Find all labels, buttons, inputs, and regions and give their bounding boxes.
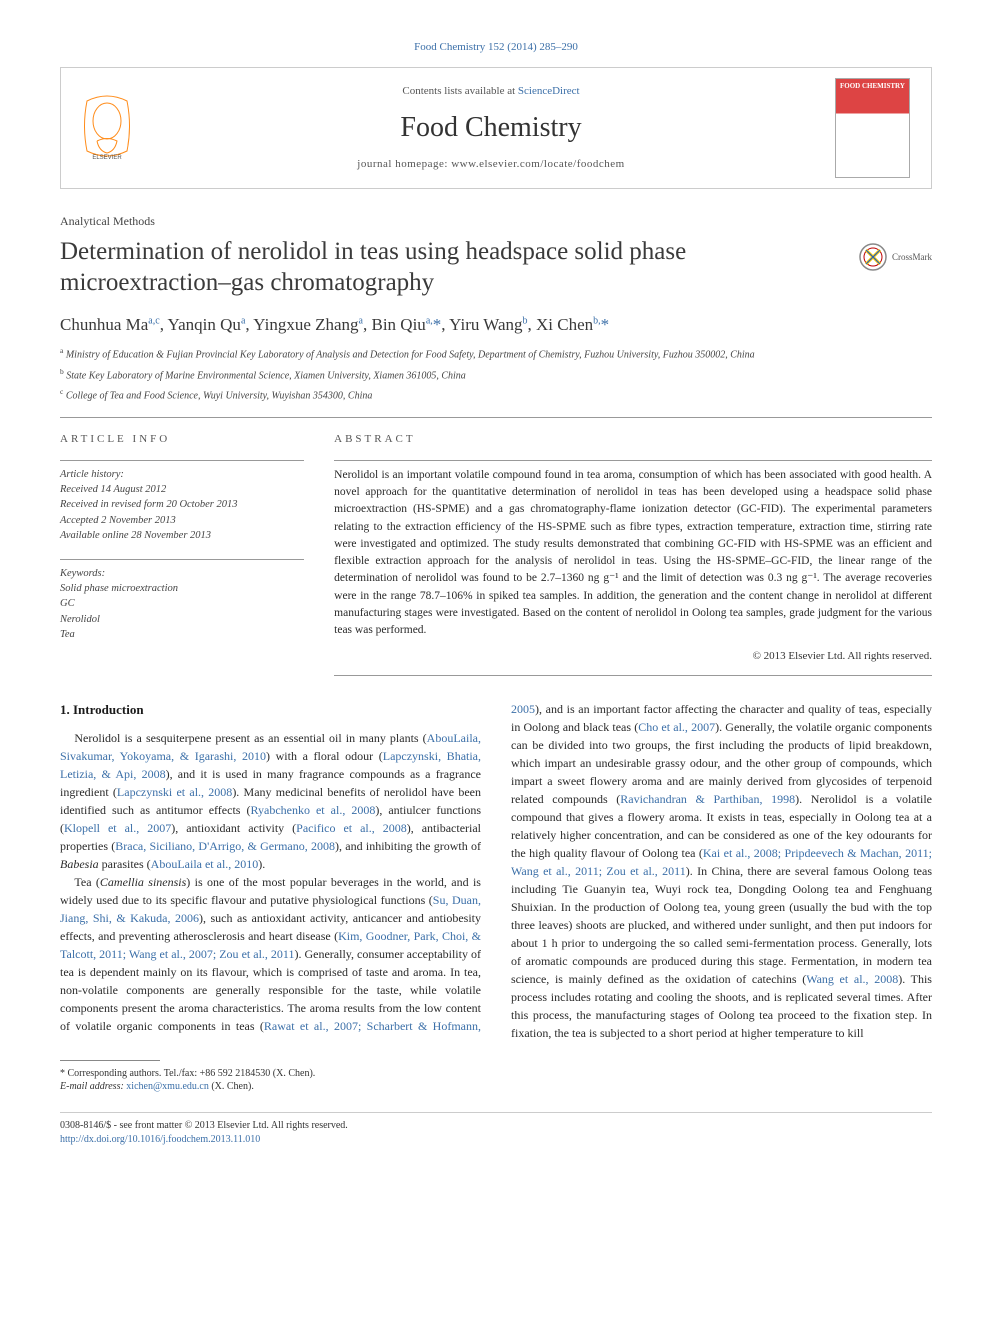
abstract-copyright: © 2013 Elsevier Ltd. All rights reserved…: [334, 649, 932, 664]
history-line: Received in revised form 20 October 2013: [60, 497, 304, 512]
keyword: GC: [60, 596, 304, 611]
publisher-logo-wrap: ELSEVIER: [77, 91, 147, 166]
abstract-heading: abstract: [334, 432, 932, 447]
affiliation-b: b State Key Laboratory of Marine Environ…: [60, 367, 932, 383]
citation-link[interactable]: AbouLaila et al., 2010: [151, 857, 259, 871]
history-line: Received 14 August 2012: [60, 482, 304, 497]
keyword: Solid phase microextraction: [60, 581, 304, 596]
footnotes: * Corresponding authors. Tel./fax: +86 5…: [60, 1067, 932, 1094]
keywords-block: Keywords: Solid phase microextraction GC…: [60, 566, 304, 642]
citation-link[interactable]: Klopell et al., 2007: [64, 821, 171, 835]
history-line: Available online 28 November 2013: [60, 528, 304, 543]
citation-link[interactable]: Cho et al., 2007: [638, 720, 715, 734]
homepage-url[interactable]: www.elsevier.com/locate/foodchem: [451, 158, 625, 170]
citation-link[interactable]: Pacifico et al., 2008: [296, 821, 407, 835]
keywords-title: Keywords:: [60, 568, 105, 579]
section-heading: 1. Introduction: [60, 700, 481, 720]
keyword: Nerolidol: [60, 612, 304, 627]
contents-line: Contents lists available at ScienceDirec…: [147, 84, 835, 99]
authors: Chunhua Maa,c, Yanqin Qua, Yingxue Zhang…: [60, 313, 932, 337]
paragraph: Nerolidol is a sesquiterpene present as …: [60, 729, 481, 873]
citation-link[interactable]: Ryabchenko et al., 2008: [250, 803, 375, 817]
journal-homepage: journal homepage: www.elsevier.com/locat…: [147, 157, 835, 172]
article-info-heading: article info: [60, 432, 304, 447]
history-line: Accepted 2 November 2013: [60, 513, 304, 528]
homepage-label: journal homepage:: [357, 158, 451, 170]
crossmark-badge[interactable]: CrossMark: [858, 242, 932, 272]
front-matter-line: 0308-8146/$ - see front matter © 2013 El…: [60, 1119, 932, 1133]
article-history: Article history: Received 14 August 2012…: [60, 467, 304, 543]
divider: [334, 675, 932, 676]
sciencedirect-link[interactable]: ScienceDirect: [518, 85, 580, 97]
affiliation-a: a Ministry of Education & Fujian Provinc…: [60, 346, 932, 362]
doi-link[interactable]: http://dx.doi.org/10.1016/j.foodchem.201…: [60, 1134, 260, 1145]
divider: [60, 460, 304, 461]
journal-banner: ELSEVIER Contents lists available at Sci…: [60, 67, 932, 189]
article-section: Analytical Methods: [60, 213, 932, 230]
article-title: Determination of nerolidol in teas using…: [60, 236, 846, 299]
contents-prefix: Contents lists available at: [402, 85, 517, 97]
header-citation: Food Chemistry 152 (2014) 285–290: [60, 40, 932, 55]
svg-text:ELSEVIER: ELSEVIER: [92, 155, 122, 161]
cover-thumb-title: FOOD CHEMISTRY: [840, 83, 905, 91]
elsevier-logo: ELSEVIER: [77, 91, 137, 161]
corresponding-author: * Corresponding authors. Tel./fax: +86 5…: [60, 1067, 932, 1081]
journal-cover-thumb: FOOD CHEMISTRY: [835, 78, 910, 178]
crossmark-label: CrossMark: [892, 251, 932, 264]
citation-link[interactable]: Lapczynski et al., 2008: [117, 785, 232, 799]
keyword: Tea: [60, 627, 304, 642]
citation-link[interactable]: Wang et al., 2008: [806, 972, 898, 986]
email-link[interactable]: xichen@xmu.edu.cn: [126, 1081, 209, 1092]
citation-link[interactable]: Ravichandran & Parthiban, 1998: [620, 792, 795, 806]
divider: [334, 460, 932, 461]
divider: [60, 559, 304, 560]
page-footer: 0308-8146/$ - see front matter © 2013 El…: [60, 1112, 932, 1147]
citation-link[interactable]: Braca, Siciliano, D'Arrigo, & Germano, 2…: [115, 839, 335, 853]
email-line: E-mail address: xichen@xmu.edu.cn (X. Ch…: [60, 1080, 932, 1094]
affiliation-c: c College of Tea and Food Science, Wuyi …: [60, 387, 932, 403]
body-text: 1. Introduction Nerolidol is a sesquiter…: [60, 700, 932, 1042]
footnote-divider: [60, 1060, 160, 1061]
journal-name: Food Chemistry: [147, 108, 835, 147]
abstract-body: Nerolidol is an important volatile compo…: [334, 467, 932, 640]
history-title: Article history:: [60, 469, 124, 480]
crossmark-icon: [858, 242, 888, 272]
divider: [60, 417, 932, 418]
